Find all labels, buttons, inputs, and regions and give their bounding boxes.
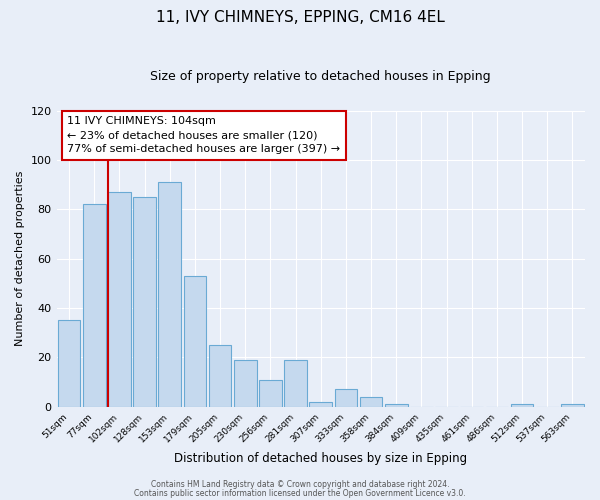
Bar	[310, 402, 332, 406]
Bar	[284, 360, 307, 406]
Text: 11, IVY CHIMNEYS, EPPING, CM16 4EL: 11, IVY CHIMNEYS, EPPING, CM16 4EL	[155, 10, 445, 25]
Bar	[108, 192, 131, 406]
Text: Contains HM Land Registry data © Crown copyright and database right 2024.: Contains HM Land Registry data © Crown c…	[151, 480, 449, 489]
Bar	[259, 380, 282, 406]
Bar	[133, 197, 156, 406]
Text: 11 IVY CHIMNEYS: 104sqm
← 23% of detached houses are smaller (120)
77% of semi-d: 11 IVY CHIMNEYS: 104sqm ← 23% of detache…	[67, 116, 340, 154]
Bar	[360, 397, 382, 406]
Bar	[385, 404, 407, 406]
Bar	[58, 320, 80, 406]
Bar	[209, 345, 232, 406]
Text: Contains public sector information licensed under the Open Government Licence v3: Contains public sector information licen…	[134, 489, 466, 498]
Bar	[83, 204, 106, 406]
Bar	[335, 390, 357, 406]
Bar	[184, 276, 206, 406]
X-axis label: Distribution of detached houses by size in Epping: Distribution of detached houses by size …	[174, 452, 467, 465]
Y-axis label: Number of detached properties: Number of detached properties	[15, 171, 25, 346]
Bar	[158, 182, 181, 406]
Bar	[511, 404, 533, 406]
Title: Size of property relative to detached houses in Epping: Size of property relative to detached ho…	[151, 70, 491, 83]
Bar	[561, 404, 584, 406]
Bar	[234, 360, 257, 406]
